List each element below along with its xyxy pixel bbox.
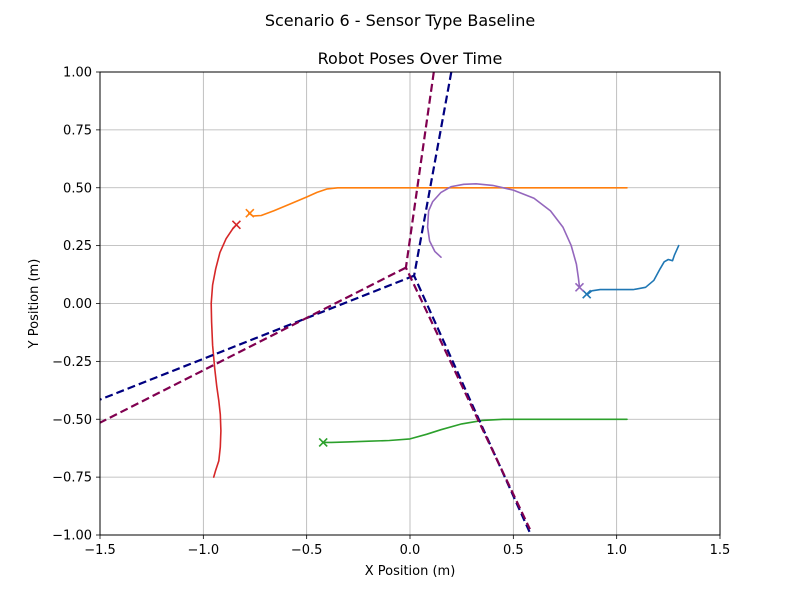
x-tick-label: 0.0 <box>400 543 421 558</box>
y-tick-label: −0.75 <box>52 471 92 486</box>
y-tick-label: −1.00 <box>52 529 92 544</box>
dashed-line-5 <box>413 72 531 534</box>
x-tick-label: −1.0 <box>188 543 220 558</box>
y-tick-label: 0.75 <box>63 123 92 138</box>
trajectory-line-3 <box>210 224 238 478</box>
x-tick-label: 1.0 <box>606 543 627 558</box>
y-tick-label: 0.50 <box>63 181 92 196</box>
trajectory-line-1 <box>248 187 628 217</box>
x-tick-label: −1.5 <box>84 543 116 558</box>
end-marker-2 <box>318 437 328 447</box>
y-tick-label: −0.25 <box>52 355 92 370</box>
dashed-line-8 <box>100 266 407 424</box>
end-marker-1 <box>245 208 255 218</box>
end-marker-0 <box>582 289 592 299</box>
chart-title: Robot Poses Over Time <box>318 49 503 68</box>
grid <box>99 71 721 536</box>
trajectory-line-4 <box>426 183 581 289</box>
y-axis-label: Y Position (m) <box>27 259 42 350</box>
trajectory-line-2 <box>322 418 628 444</box>
x-tick-label: 0.5 <box>503 543 524 558</box>
y-axis: −1.00 −0.75 −0.50 −0.25 0.00 0.25 0.50 0.75 1.00 <box>52 66 100 544</box>
y-tick-label: 0.00 <box>63 297 92 312</box>
end-marker-4 <box>574 282 585 292</box>
y-tick-label: 1.00 <box>63 66 92 81</box>
trajectory-line-0 <box>586 244 680 296</box>
plot-area <box>100 72 680 534</box>
x-axis-label: X Position (m) <box>365 564 456 579</box>
chart-suptitle: Scenario 6 - Sensor Type Baseline <box>265 11 535 30</box>
y-tick-label: 0.25 <box>63 239 92 254</box>
x-tick-label: 1.5 <box>710 543 731 558</box>
dashed-line-6 <box>100 274 415 401</box>
x-tick-label: −0.5 <box>291 543 323 558</box>
x-axis: −1.5 −1.0 −0.5 0.0 0.5 1.0 1.5 <box>84 535 730 558</box>
y-tick-label: −0.50 <box>52 413 92 428</box>
end-marker-3 <box>231 220 241 230</box>
